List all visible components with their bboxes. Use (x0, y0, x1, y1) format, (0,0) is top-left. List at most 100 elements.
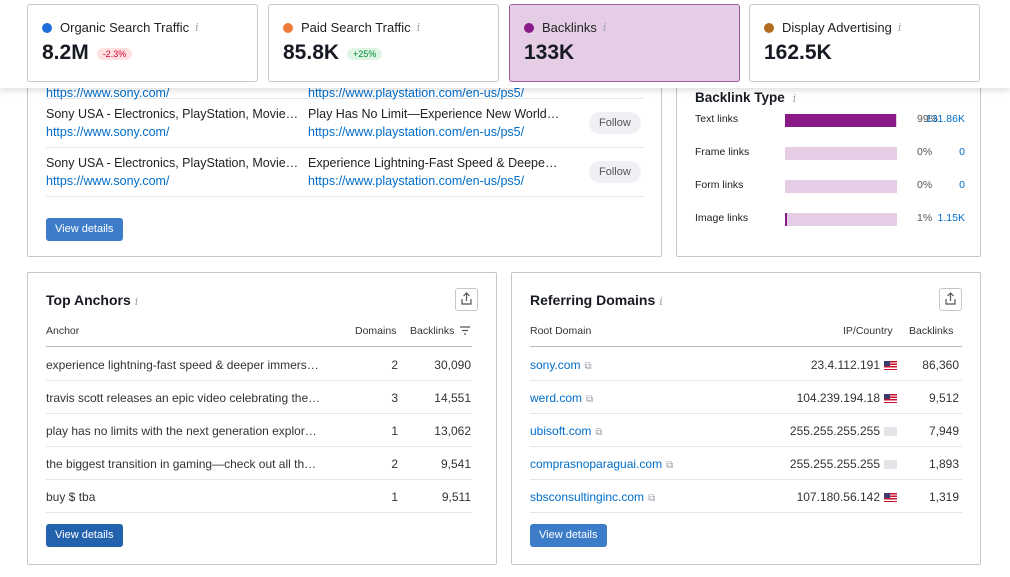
external-link-icon[interactable]: ⧉ (586, 394, 594, 405)
backlink-type-count-link[interactable]: 1.15K (937, 212, 965, 224)
source-title: Sony USA - Electronics, PlayStation, Mov… (46, 107, 299, 121)
backlink-type-panel: Backlink Type i Text links 99% 131.86K F… (676, 60, 981, 257)
unknown-flag-icon (884, 427, 897, 436)
table-row-partial: https://www.sony.com/ https://www.playst… (46, 60, 644, 100)
backlinks-count: 7,949 (928, 424, 959, 438)
view-details-button[interactable]: View details (46, 524, 123, 547)
export-button[interactable] (455, 288, 478, 311)
anchor-text: travis scott releases an epic video cele… (46, 391, 321, 405)
column-header-ip-country[interactable]: IP/Country (843, 325, 893, 337)
display-dot-icon (764, 22, 774, 33)
unknown-flag-icon (884, 460, 897, 469)
backlink-type-row: Frame links 0% 0 (695, 145, 965, 161)
ip-address: 255.255.255.255 (789, 457, 880, 471)
backlinks-count: 9,512 (928, 391, 959, 405)
backlink-type-percent: 99% (917, 113, 939, 125)
external-link-icon[interactable]: ⧉ (648, 493, 656, 504)
paid-dot-icon (283, 22, 293, 33)
sort-icon (460, 326, 471, 335)
target-url-link[interactable]: https://www.playstation.com/en-us/ps5/ (308, 86, 525, 100)
info-icon[interactable]: i (134, 295, 139, 308)
export-icon (945, 292, 956, 305)
anchor-text: the biggest transition in gaming—check o… (46, 457, 317, 471)
backlink-type-label: Image links (695, 212, 749, 224)
backlinks-dot-icon (524, 22, 534, 33)
domain-link[interactable]: sbsconsultinginc.com (530, 490, 645, 504)
table-row: Sony USA - Electronics, PlayStation, Mov… (46, 148, 644, 197)
backlink-type-row: Form links 0% 0 (695, 178, 965, 194)
table-row: comprasnoparaguai.com ⧉ 255.255.255.255 1… (530, 447, 962, 480)
metric-delta-badge: +25% (347, 48, 383, 60)
info-icon[interactable]: i (416, 21, 421, 34)
anchor-text: buy $ tba (46, 490, 96, 504)
domain-link[interactable]: ubisoft.com (530, 424, 592, 438)
anchor-text: experience lightning-fast speed & deeper… (46, 358, 319, 372)
info-icon[interactable]: i (792, 92, 797, 105)
metric-label: Paid Search Traffic (301, 20, 411, 35)
target-title: Play Has No Limit—Experience New World… (308, 107, 560, 121)
domains-count: 1 (391, 424, 398, 438)
info-icon[interactable]: i (195, 21, 199, 34)
source-url-link[interactable]: https://www.sony.com/ (46, 86, 170, 100)
table-row: the biggest transition in gaming—check o… (46, 447, 472, 480)
external-link-icon[interactable]: ⧉ (666, 460, 674, 471)
column-header-anchor[interactable]: Anchor (46, 325, 80, 337)
target-url-link[interactable]: https://www.playstation.com/en-us/ps5/ (308, 174, 525, 188)
table-row: Sony USA - Electronics, PlayStation, Mov… (46, 99, 644, 148)
external-link-icon[interactable]: ⧉ (595, 427, 603, 438)
us-flag-icon (884, 493, 897, 502)
metric-card-organic-search[interactable]: Organic Search Traffic i 8.2M -2.3% (27, 4, 258, 82)
organic-dot-icon (42, 22, 52, 33)
domains-count: 2 (391, 358, 398, 372)
column-header-backlinks[interactable]: Backlinks (410, 325, 471, 337)
metric-value: 133K (524, 41, 575, 64)
backlinks-count: 30,090 (434, 358, 471, 372)
column-header-backlinks[interactable]: Backlinks (909, 325, 954, 337)
metric-value: 8.2M (42, 41, 89, 64)
view-details-button[interactable]: View details (46, 218, 123, 241)
column-header-root-domain[interactable]: Root Domain (530, 325, 592, 337)
backlinks-count: 13,062 (434, 424, 471, 438)
metric-card-backlinks[interactable]: Backlinks i 133K (509, 4, 740, 82)
backlinks-count: 9,541 (440, 457, 471, 471)
backlink-type-count-link[interactable]: 0 (959, 179, 965, 191)
domain-link[interactable]: comprasnoparaguai.com (530, 457, 663, 471)
backlinks-count: 1,319 (928, 490, 959, 504)
ip-address: 107.180.56.142 (796, 490, 880, 504)
external-link-icon[interactable]: ⧉ (584, 361, 592, 372)
info-icon[interactable]: i (659, 295, 663, 308)
backlink-type-bar (785, 180, 897, 193)
info-icon[interactable]: i (897, 21, 902, 34)
backlink-type-count-link[interactable]: 131.86K (925, 113, 965, 125)
source-url-link[interactable]: https://www.sony.com/ (46, 125, 170, 139)
domains-count: 1 (391, 490, 398, 504)
metric-card-display-advertising[interactable]: Display Advertising i 162.5K (749, 4, 980, 82)
info-icon[interactable]: i (602, 21, 607, 34)
backlinks-count: 86,360 (922, 358, 959, 372)
table-row: buy $ tba 1 9,511 (46, 480, 472, 513)
table-row: ubisoft.com ⧉ 255.255.255.255 7,949 (530, 414, 962, 447)
source-title: Sony USA - Electronics, PlayStation, Mov… (46, 156, 299, 170)
export-icon (461, 292, 472, 305)
column-header-domains[interactable]: Domains (355, 325, 397, 337)
backlink-type-count-link[interactable]: 0 (959, 146, 965, 158)
metric-card-paid-search[interactable]: Paid Search Traffic i 85.8K +25% (268, 4, 499, 82)
table-row: sbsconsultinginc.com ⧉ 107.180.56.142 1,3… (530, 480, 962, 513)
backlink-type-title: Backlink Type i (695, 90, 797, 105)
ip-address: 104.239.194.18 (796, 391, 880, 405)
target-url-link[interactable]: https://www.playstation.com/en-us/ps5/ (308, 125, 525, 139)
export-button[interactable] (939, 288, 962, 311)
view-details-button[interactable]: View details (530, 524, 607, 547)
backlink-type-label: Form links (695, 179, 744, 191)
backlink-type-percent: 1% (917, 212, 933, 224)
table-row: play has no limits with the next generat… (46, 414, 472, 447)
table-row: werd.com ⧉ 104.239.194.18 9,512 (530, 381, 962, 414)
source-url-link[interactable]: https://www.sony.com/ (46, 174, 170, 188)
bar-fill (785, 114, 896, 127)
table-row: experience lightning-fast speed & deeper… (46, 348, 472, 381)
domain-link[interactable]: sony.com (530, 358, 581, 372)
table-row: travis scott releases an epic video cele… (46, 381, 472, 414)
backlinks-count: 14,551 (434, 391, 471, 405)
domain-link[interactable]: werd.com (530, 391, 583, 405)
follow-badge: Follow (589, 112, 641, 134)
